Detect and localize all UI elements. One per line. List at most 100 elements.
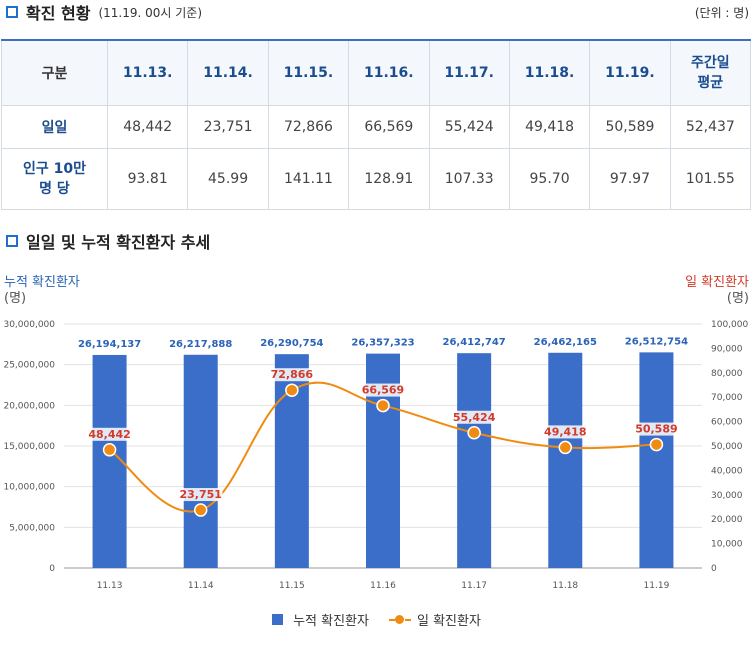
section-subtitle: (11.19. 00시 기준) (98, 5, 203, 20)
right-tick-label: 0 (711, 564, 717, 574)
x-tick-label: 11.14 (188, 581, 214, 591)
line-label-bg (452, 410, 496, 424)
right-tick-label: 90,000 (711, 344, 743, 354)
left-axis-unit: (명) (4, 291, 27, 306)
right-tick-label: 10,000 (711, 540, 743, 550)
table-header-cell: 11.13. (106, 39, 189, 106)
table-cell: 93.81 (106, 148, 189, 210)
table-cell: 55,424 (428, 105, 510, 149)
row-label: 인구 10만 명 당 (1, 148, 108, 210)
bar-data-label: 26,357,323 (351, 338, 414, 349)
table-header-cell: 11.16. (348, 39, 430, 106)
line-label-bg (178, 488, 223, 502)
bullet-square-icon (6, 235, 18, 247)
chart-legend: 누적 확진환자 일 확진환자 (0, 610, 753, 629)
x-tick-label: 11.16 (370, 581, 396, 591)
legend-bar-swatch (272, 614, 284, 625)
line-point (376, 398, 390, 413)
table-header-cell: 11.14. (187, 39, 269, 106)
left-tick-label: 20,000,000 (3, 401, 55, 411)
line-point (102, 443, 117, 457)
unit-label: (단위 : 명) (694, 6, 749, 20)
bar-data-label: 26,290,754 (260, 338, 323, 349)
line-label-bg (87, 427, 132, 441)
x-tick-label: 11.13 (97, 581, 123, 591)
line-data-label: 48,442 (88, 428, 130, 441)
x-tick-label: 11.19 (644, 581, 670, 591)
table-row: 인구 10만 명 당 93.81 45.99 141.11 128.91 107… (1, 148, 752, 210)
bar (457, 353, 492, 568)
line-data-label: 72,866 (271, 368, 314, 381)
right-tick-label: 30,000 (711, 491, 743, 501)
line-label-bg (634, 422, 679, 436)
table-cell: 23,751 (187, 105, 269, 149)
table-header-cell: 11.19. (589, 39, 671, 106)
table-cell: 72,866 (267, 105, 350, 149)
line-data-label: 66,569 (362, 384, 404, 397)
table-cell: 107.33 (428, 148, 510, 210)
x-tick-label: 11.15 (279, 581, 305, 591)
row-label: 일일 (1, 105, 108, 149)
table-cell: 45.99 (187, 148, 269, 210)
x-tick-label: 11.17 (461, 581, 487, 591)
table-cell: 95.70 (508, 148, 591, 210)
table-cell: 128.91 (348, 148, 430, 210)
bar (548, 352, 583, 568)
combo-chart: 0 5,000,000 10,000,000 15,000,000 20,000,000… (3, 320, 748, 591)
right-tick-label: 60,000 (711, 418, 743, 428)
right-axis-unit: (명) (726, 291, 749, 306)
line-point (649, 437, 664, 452)
table-header-row: 구분 11.13. 11.14. 11.15. 11.16. 11.17. 11… (1, 39, 752, 106)
table-cell: 141.11 (267, 148, 350, 210)
line-label-bg (361, 383, 405, 397)
legend-item-cumulative: 누적 확진환자 (272, 610, 369, 629)
table-cell: 101.55 (669, 148, 752, 210)
legend-line-swatch (388, 614, 411, 625)
bullet-square-icon (6, 6, 18, 18)
table-cell: 50,589 (589, 105, 671, 149)
line-label-bg (543, 425, 588, 439)
left-tick-label: 25,000,000 (3, 361, 55, 371)
legend-label: 일 확진환자 (416, 614, 481, 629)
bar-data-label: 26,412,747 (443, 337, 506, 348)
bar-data-label: 26,512,754 (625, 336, 688, 347)
left-tick-label: 10,000,000 (3, 483, 55, 493)
left-axis-title: 누적 확진환자 (명) (4, 275, 80, 307)
status-table: 구분 11.13. 11.14. 11.15. 11.16. 11.17. 11… (1, 39, 752, 210)
line-data-label: 50,589 (635, 423, 677, 436)
table-row: 일일 48,442 23,751 72,866 66,569 55,424 49… (1, 105, 752, 149)
table-header-cell: 11.15. (267, 39, 350, 106)
right-tick-label: 40,000 (711, 466, 743, 476)
left-tick-label: 0 (49, 564, 55, 574)
right-tick-label: 20,000 (711, 515, 743, 525)
line-data-label: 49,418 (544, 425, 586, 438)
line-point (467, 426, 481, 440)
table-cell: 52,437 (669, 105, 752, 149)
right-axis-title: 일 확진환자 (명) (685, 275, 749, 307)
table-header-cell-weekly-avg: 주간일 평균 (669, 39, 752, 106)
line-point (558, 440, 573, 455)
left-axis-label: 누적 확진환자 (4, 275, 80, 290)
bar (183, 354, 218, 568)
table-header-cell: 11.17. (428, 39, 510, 106)
right-tick-label: 100,000 (711, 320, 748, 330)
left-tick-label: 30,000,000 (3, 320, 55, 330)
bar (639, 352, 674, 568)
table-cell: 49,418 (508, 105, 591, 149)
table-cell: 48,442 (106, 105, 189, 149)
x-tick-label: 11.18 (552, 581, 578, 591)
left-tick-label: 15,000,000 (3, 442, 55, 452)
right-tick-label: 70,000 (711, 393, 743, 403)
right-tick-label: 80,000 (711, 369, 743, 379)
section-header-trend: 일일 및 누적 확진환자 추세 (0, 229, 210, 253)
bar-data-label: 26,194,137 (78, 339, 141, 350)
section-header-status: 확진 현황 (11.19. 00시 기준) (0, 0, 202, 24)
bar-data-label: 26,217,888 (169, 339, 232, 350)
table-header-cell: 구분 (1, 39, 108, 106)
left-tick-label: 5,000,000 (9, 523, 55, 533)
line-data-label: 55,424 (453, 411, 496, 424)
bar-data-label: 26,462,165 (534, 337, 597, 348)
table-header-cell: 11.18. (508, 39, 591, 106)
line-point (193, 503, 208, 517)
line-data-label: 23,751 (179, 488, 221, 501)
